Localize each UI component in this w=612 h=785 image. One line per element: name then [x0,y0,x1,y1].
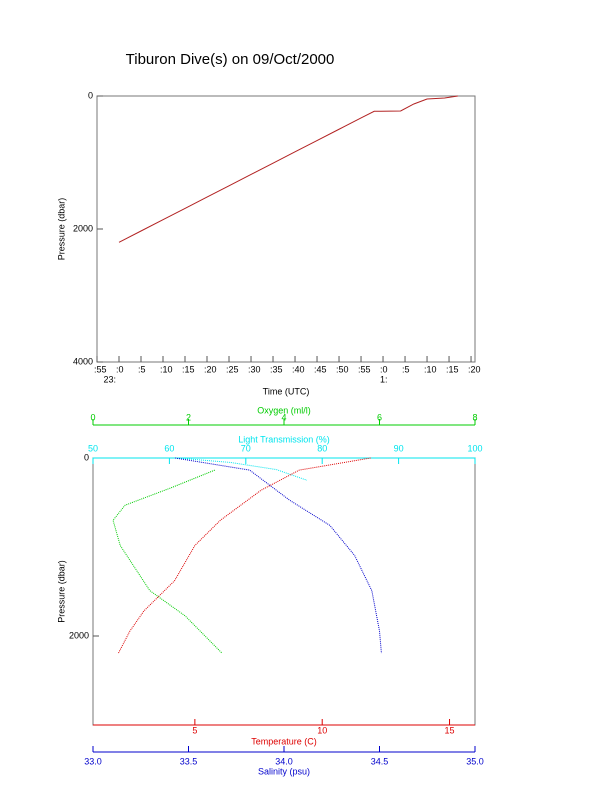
x-tick-label: 10 [317,725,327,735]
profile-line [176,457,308,481]
x-tick-label: 4 [281,412,286,422]
x-tick-label: 80 [317,443,327,453]
profile-line [118,457,371,654]
x-tick-label: 35.0 [466,756,484,766]
x-tick-label: :20 [204,364,217,374]
x-tick-label: 34.0 [275,756,293,766]
x-axis-label: Light Transmission (%) [238,434,330,444]
x-tick-label: :5 [138,364,146,374]
x-tick-label: 2 [186,412,191,422]
x-tick-label: :15 [446,364,459,374]
x-tick-label: 100 [467,443,482,453]
hour-label: 23: [103,374,116,384]
x-axis-label: Salinity (psu) [258,766,310,776]
x-tick-label: 33.0 [84,756,102,766]
x-axis-label: Oxygen (ml/l) [257,405,311,415]
x-tick-label: 60 [164,443,174,453]
x-tick-label: :55 [358,364,371,374]
x-tick-label: :10 [160,364,173,374]
x-tick-label: :40 [292,364,305,374]
x-tick-label: :20 [468,364,481,374]
x-tick-label: 50 [88,443,98,453]
x-tick-label: 5 [192,725,197,735]
x-tick-label: :0 [116,364,124,374]
x-tick-label: :35 [270,364,283,374]
x-tick-label: :30 [248,364,261,374]
x-tick-label: 34.5 [371,756,389,766]
x-tick-label: :50 [336,364,349,374]
y-tick-label: 0 [84,452,89,462]
x-tick-label: :15 [182,364,195,374]
x-tick-label: :5 [402,364,410,374]
y-tick-label: 2000 [73,223,93,233]
y-axis-label: Pressure (dbar) [56,198,66,261]
x-tick-label: :45 [314,364,327,374]
profile-line [112,469,223,654]
y-tick-label: 2000 [69,630,89,640]
profile-line [175,457,382,654]
hour-label: 1: [380,374,388,384]
plot-frame [96,95,476,363]
x-tick-label: 70 [241,443,251,453]
x-tick-label: 8 [472,412,477,422]
chart-title: Tiburon Dive(s) on 09/Oct/2000 [126,51,335,68]
y-tick-label: 4000 [73,356,93,366]
y-axis-label: Pressure (dbar) [56,560,66,623]
x-tick-label: 6 [377,412,382,422]
x-tick-label: :25 [226,364,239,374]
y-tick-label: 0 [88,90,93,100]
x-tick-label: :10 [424,364,437,374]
x-tick-label: 15 [445,725,455,735]
x-tick-label: 0 [90,412,95,422]
x-tick-label: 33.5 [180,756,198,766]
x-tick-label: :0 [380,364,388,374]
x-axis-label: Temperature (C) [251,736,317,746]
x-tick-label: 90 [394,443,404,453]
data-line [118,95,458,243]
x-tick-label: :55 [94,364,107,374]
x-axis-label: Time (UTC) [263,386,310,396]
